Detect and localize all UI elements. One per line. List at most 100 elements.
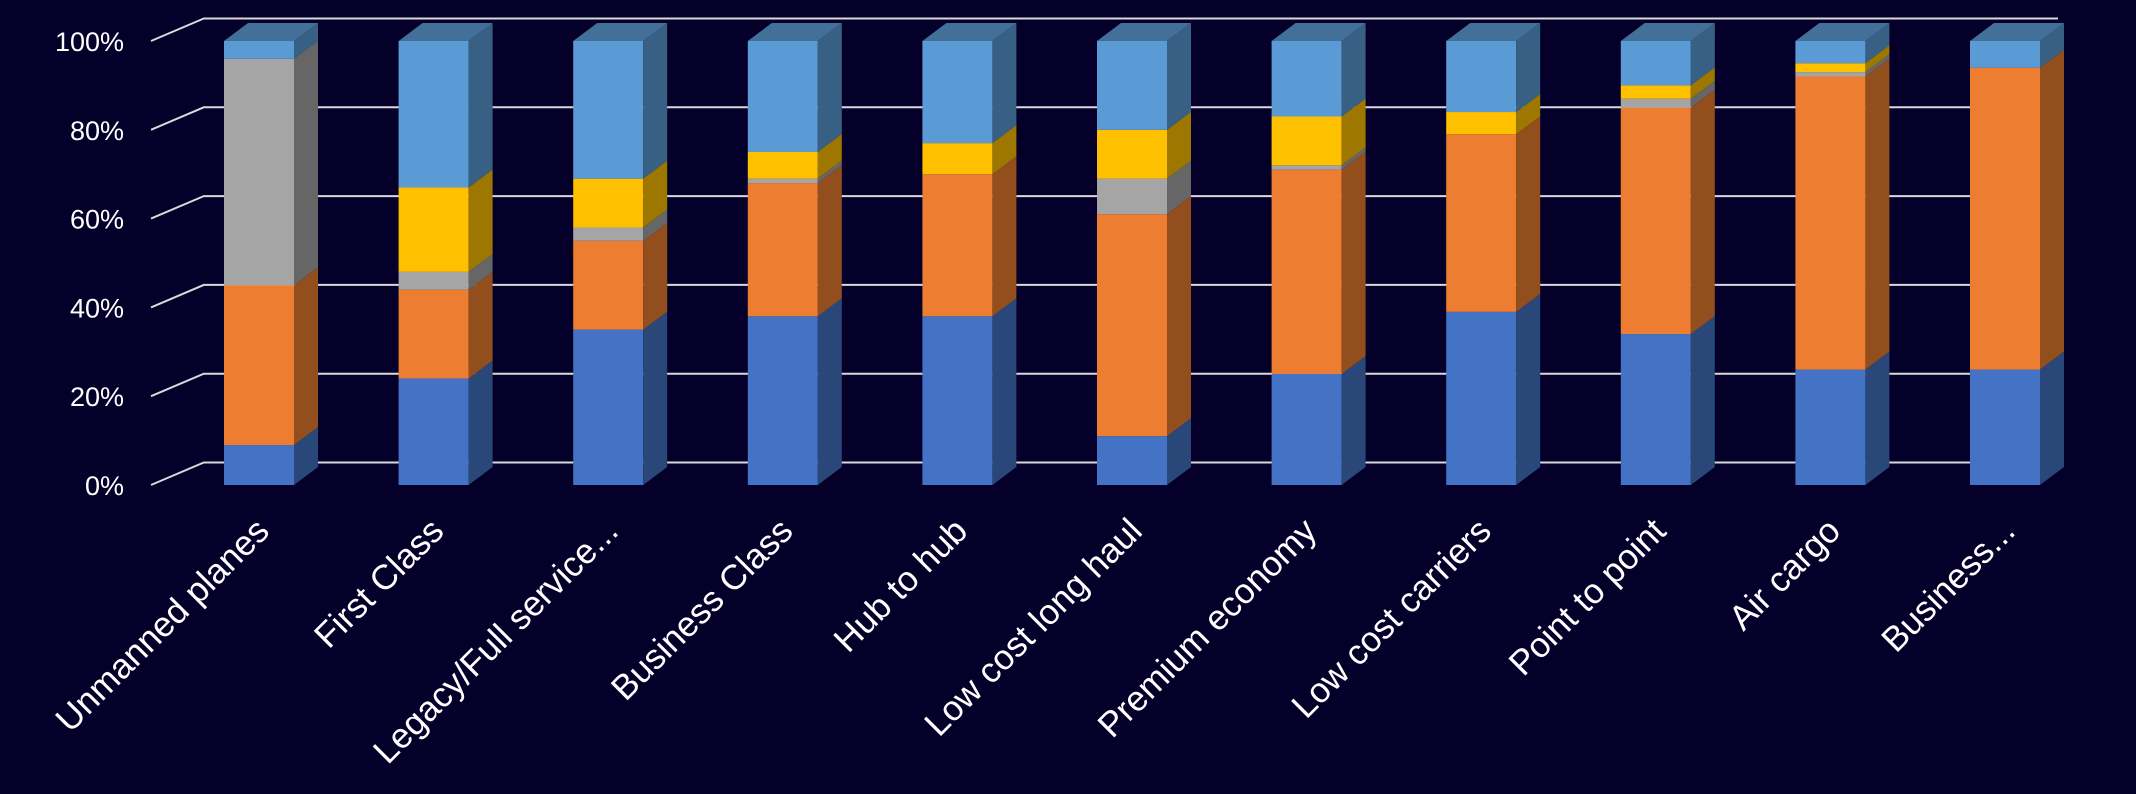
bar-top	[573, 23, 668, 41]
gridline	[150, 372, 2058, 398]
bar-segment-side	[1690, 316, 1715, 485]
x-category-label: Hub to hub	[826, 511, 975, 660]
bar-segment-side	[1516, 23, 1541, 113]
bar-segment	[1097, 214, 1167, 437]
bar-stack	[1620, 23, 1715, 485]
bar-segment-side	[817, 165, 842, 317]
y-tick-label: 40%	[70, 293, 124, 323]
bar-stack	[1097, 23, 1191, 485]
bar-segment	[398, 187, 469, 272]
bar-segment	[1097, 129, 1167, 179]
bar-segment	[1271, 374, 1342, 485]
bar-segment-side	[1167, 196, 1191, 437]
bar-segment	[1795, 369, 1866, 485]
bar-segment-side	[1690, 67, 1715, 99]
x-category-label: Unmanned planes	[48, 511, 276, 739]
bar-segment-side	[468, 360, 493, 485]
y-tick-label: 100%	[55, 27, 124, 57]
bar-top	[224, 23, 318, 41]
bar-segment	[922, 316, 993, 485]
bar-segment-side	[294, 23, 318, 59]
gridline	[150, 106, 2058, 131]
bar-segment-side	[817, 23, 842, 152]
bar-segment-side	[2040, 351, 2064, 485]
bar-segment-side	[294, 427, 318, 485]
x-category-label: Business Class	[604, 511, 801, 708]
bar-segment	[224, 445, 294, 485]
grid-layer	[150, 17, 2058, 486]
y-tick-label: 0%	[85, 471, 124, 501]
bar-segment	[747, 183, 818, 317]
bar-segment	[1446, 134, 1517, 312]
bar-segment-side	[992, 23, 1017, 144]
bar-stack	[1446, 23, 1541, 485]
bar-segment-side	[1865, 58, 1890, 370]
bar-segment-side	[468, 253, 493, 290]
bar-stack	[224, 23, 318, 485]
bar-segment	[1795, 76, 1866, 370]
bar-segment-side	[1341, 98, 1366, 166]
bar-segment	[1795, 41, 1866, 64]
bar-segment	[747, 152, 818, 179]
bar-stack	[1271, 23, 1366, 485]
bar-segment-side	[1865, 351, 1890, 485]
bar-segment-side	[1167, 418, 1191, 485]
bar-segment-side	[1516, 94, 1541, 135]
bar-segment-side	[817, 160, 842, 184]
bar-segment-side	[468, 169, 493, 272]
bar-segment	[398, 271, 469, 290]
bar-stack	[747, 23, 842, 485]
bar-segment-side	[643, 160, 668, 228]
bar-segment-side	[468, 271, 493, 379]
bar-stack	[922, 23, 1017, 485]
bar-segment	[747, 41, 818, 152]
bar-segment-side	[1167, 160, 1191, 215]
bar-segment-side	[817, 134, 842, 179]
bar-segment-side	[1865, 45, 1890, 73]
bar-segment	[1271, 165, 1342, 170]
bar-segment	[1970, 67, 2040, 370]
bar-segment	[573, 240, 644, 330]
x-category-label: First Class	[307, 511, 451, 655]
bar-segment-side	[1690, 89, 1715, 335]
bar-top	[922, 23, 1017, 41]
bar-stack	[398, 23, 493, 485]
bar-segment	[747, 178, 818, 184]
x-category-label: Business...	[1874, 511, 2023, 660]
bar-segment	[747, 316, 818, 485]
bar-segment	[1446, 112, 1517, 135]
bar-segment	[398, 378, 469, 485]
bar-segment	[224, 58, 294, 286]
bar-segment-side	[468, 23, 493, 188]
bar-segment	[1097, 178, 1167, 215]
bar-segment	[1795, 72, 1866, 77]
bar-segment-side	[1341, 23, 1366, 117]
bar-segment	[922, 41, 993, 144]
bar-segment-side	[1865, 23, 1890, 64]
bar-stack	[573, 23, 668, 485]
bar-segment-side	[992, 125, 1017, 175]
bar-top	[1795, 23, 1890, 41]
bar-segment-side	[1865, 54, 1890, 77]
bar-segment	[1795, 63, 1866, 73]
bar-segment	[1097, 436, 1167, 485]
bars-layer	[224, 23, 2064, 485]
bar-segment-side	[643, 222, 668, 330]
bar-segment-side	[294, 40, 318, 286]
bar-segment	[1970, 369, 2040, 485]
bar-segment-side	[2040, 23, 2064, 68]
bar-top	[1271, 23, 1366, 41]
bar-segment	[573, 227, 644, 241]
bar-segment	[1620, 334, 1691, 485]
bar-segment	[398, 41, 469, 188]
bar-segment	[1446, 311, 1517, 485]
bar-segment-side	[1341, 151, 1366, 374]
bar-top	[1620, 23, 1715, 41]
bar-segment-side	[992, 156, 1017, 317]
y-tick-label: 80%	[70, 116, 124, 146]
bar-segment-side	[643, 209, 668, 241]
bar-segment	[1271, 41, 1342, 117]
